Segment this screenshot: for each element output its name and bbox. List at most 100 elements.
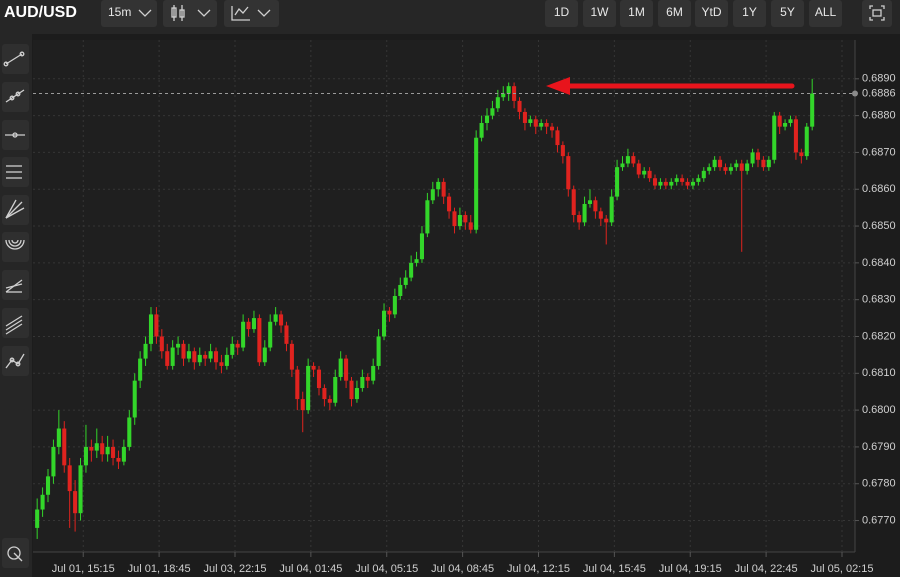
- range-button-bg[interactable]: [545, 0, 578, 27]
- candle-body: [251, 318, 256, 330]
- candle-body: [718, 159, 723, 168]
- candle-body: [398, 284, 403, 296]
- candle-body: [387, 310, 392, 315]
- y-tick-label: 0.6890: [862, 73, 896, 85]
- candle-body: [176, 343, 181, 348]
- candle-body: [116, 457, 121, 462]
- candle-body: [772, 115, 777, 160]
- candle-body: [495, 97, 500, 109]
- candle-body: [208, 351, 213, 359]
- candle-body: [62, 428, 67, 466]
- range-button[interactable]: 6M: [658, 0, 691, 27]
- candle-body: [197, 354, 202, 363]
- candle-body: [441, 181, 446, 197]
- candle-body: [78, 465, 83, 514]
- indicators-dropdown[interactable]: [224, 0, 279, 27]
- range-button[interactable]: 1W: [583, 0, 616, 27]
- range-button-label[interactable]: 5Y: [780, 5, 795, 19]
- candle-body: [45, 476, 51, 495]
- x-tick-label: Jul 01, 15:15: [52, 563, 115, 575]
- candle-body: [344, 358, 349, 381]
- range-button[interactable]: ALL: [809, 0, 842, 27]
- candle-body: [701, 170, 706, 179]
- candle-body: [148, 314, 154, 344]
- x-tick-label: Jul 04, 01:45: [279, 563, 342, 575]
- candle-body: [327, 399, 332, 403]
- x-tick-label: Jul 03, 22:15: [203, 563, 266, 575]
- range-button-bg[interactable]: [620, 0, 653, 27]
- candle-body: [279, 314, 284, 326]
- candle-body: [593, 200, 598, 212]
- candle-body: [333, 376, 338, 403]
- candle-body: [392, 296, 397, 315]
- candle-body: [154, 314, 159, 337]
- candle-body: [479, 122, 484, 138]
- candle-body: [625, 156, 630, 164]
- candle-body: [419, 233, 424, 260]
- candles: [35, 78, 815, 539]
- candle-body: [338, 358, 343, 377]
- candle-body: [609, 196, 614, 223]
- x-tick-label: Jul 04, 05:15: [355, 563, 418, 575]
- range-button[interactable]: 1D: [545, 0, 578, 27]
- range-button-bg[interactable]: [771, 0, 804, 27]
- range-button-bg[interactable]: [733, 0, 766, 27]
- range-button[interactable]: YtD: [695, 0, 728, 27]
- interval-dropdown[interactable]: 15m: [101, 0, 157, 27]
- range-button-label[interactable]: YtD: [701, 5, 721, 19]
- candle-body: [300, 399, 305, 411]
- x-tick-label: Jul 05, 02:15: [810, 563, 873, 575]
- candle-body: [707, 167, 712, 171]
- range-button[interactable]: 5Y: [771, 0, 804, 27]
- x-tick-label: Jul 01, 18:45: [128, 563, 191, 575]
- candle-body: [203, 354, 208, 359]
- candle-body: [739, 163, 744, 171]
- candle-body: [409, 262, 414, 278]
- candle-body: [170, 347, 175, 366]
- candle-body: [268, 321, 273, 348]
- candle-body: [755, 152, 761, 160]
- y-tick-label: 0.6860: [862, 183, 896, 195]
- drawing-tools[interactable]: [2, 44, 29, 568]
- chart-type-dropdown[interactable]: [163, 0, 217, 27]
- range-button[interactable]: 1M: [620, 0, 653, 27]
- candle-body: [100, 443, 105, 455]
- candle-body: [322, 388, 327, 400]
- interval[interactable]: 15m: [108, 5, 131, 19]
- x-tick-label: Jul 04, 19:15: [659, 563, 722, 575]
- candle-body: [528, 119, 533, 123]
- candle-body: [219, 362, 224, 366]
- y-tick-label: 0.6830: [862, 294, 896, 306]
- range-button-bg[interactable]: [809, 0, 842, 27]
- candle-body: [560, 145, 565, 157]
- candle-body: [788, 119, 793, 123]
- y-tick-label: 0.6780: [862, 478, 896, 490]
- candle-body: [652, 178, 658, 186]
- range-button-bg[interactable]: [583, 0, 616, 27]
- candle-body: [544, 122, 549, 127]
- candle-body: [213, 351, 219, 363]
- range-button-label[interactable]: ALL: [815, 5, 837, 19]
- candle-body: [680, 178, 685, 182]
- candle-body: [598, 211, 603, 219]
- range-button-label[interactable]: 1D: [554, 5, 570, 19]
- range-button-label[interactable]: 1Y: [742, 5, 757, 19]
- candle-body: [360, 376, 365, 389]
- candle-body: [457, 215, 462, 227]
- candle-body: [273, 314, 278, 322]
- candle-body: [642, 170, 647, 175]
- candle-body: [230, 343, 235, 355]
- candle-body: [566, 156, 571, 190]
- range-button-label[interactable]: 1W: [591, 5, 610, 19]
- range-button-label[interactable]: 6M: [666, 5, 683, 19]
- candle-body: [289, 343, 294, 370]
- range-button-label[interactable]: 1M: [628, 5, 645, 19]
- range-button[interactable]: 1Y: [733, 0, 766, 27]
- candle-body: [577, 215, 582, 223]
- candle-body: [138, 358, 143, 381]
- candle-body: [186, 351, 191, 359]
- fullscreen-button[interactable]: [862, 0, 892, 27]
- range-button-bg[interactable]: [695, 0, 728, 27]
- range-button-bg[interactable]: [658, 0, 691, 27]
